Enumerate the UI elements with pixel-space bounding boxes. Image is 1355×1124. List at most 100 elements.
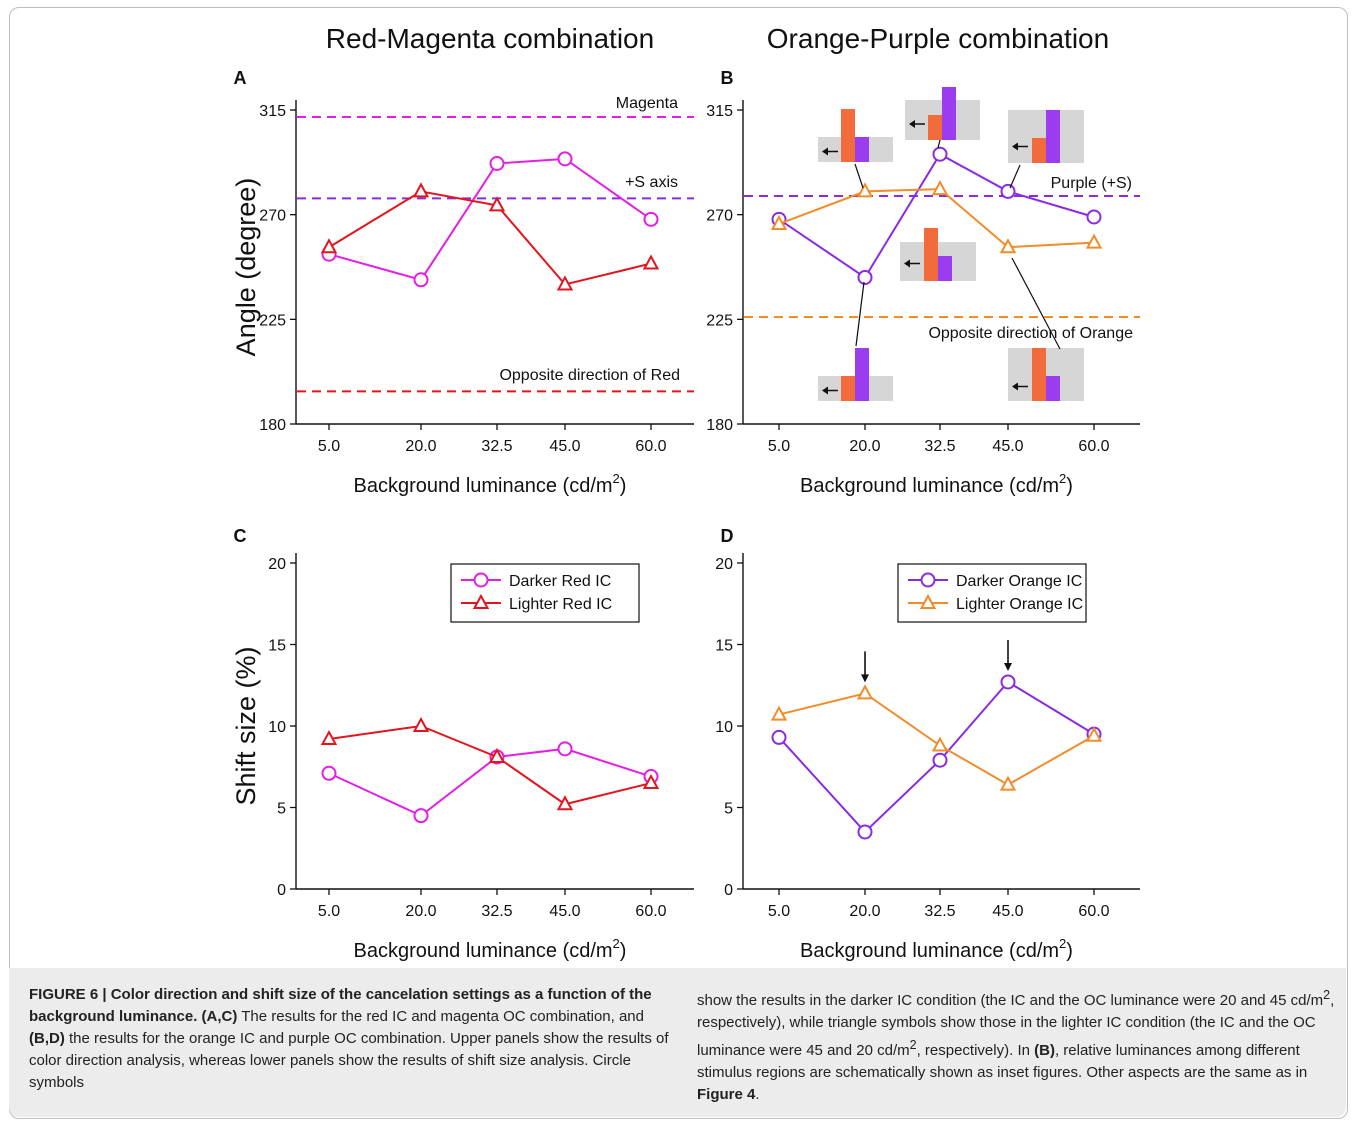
down-arrow-head: [1004, 662, 1012, 671]
caption-left-column: FIGURE 6 | Color direction and shift siz…: [29, 984, 669, 1094]
triangle-marker: [642, 773, 660, 790]
circle-marker: [321, 765, 337, 781]
y-tick-label: 5: [277, 801, 286, 818]
panel-letter: A: [234, 68, 247, 88]
caption-text-part: the results for the orange IC and purple…: [29, 1030, 669, 1091]
x-tick-label: 32.5: [924, 438, 955, 455]
triangle-marker: [320, 238, 338, 254]
x-axis-label: Background luminance (cd/m2): [354, 936, 627, 962]
circle-marker: [771, 729, 787, 745]
panel-B: B 180 225 270 315 5.0 20.0 32.5 45.0 60.0 Backgrou…: [706, 68, 1140, 497]
circle-marker: [857, 824, 873, 840]
y-tick-label: 270: [259, 208, 286, 225]
triangle-marker: [642, 254, 660, 270]
figure-canvas: Red-Magenta combination Orange-Purple com…: [231, 23, 1140, 962]
caption-text-part: 2: [909, 1038, 917, 1052]
caption-text-part: 2: [1323, 988, 1331, 1002]
luminance-inset: [1008, 348, 1084, 401]
inset-bar-orange: [928, 115, 942, 140]
caption-text-part: , respectively), while triangle symbols …: [697, 992, 1335, 1059]
circle-marker: [1000, 183, 1016, 199]
inset-arrow-head: [904, 259, 910, 268]
y-tick-label: 0: [277, 882, 286, 899]
caption-text-part: (B,D): [29, 1030, 65, 1047]
x-tick-label: 20.0: [405, 438, 436, 455]
panel-letter: B: [721, 68, 734, 88]
x-tick-label: 5.0: [768, 438, 790, 455]
y-tick-label: 20: [268, 556, 286, 573]
inset-connector: [854, 163, 864, 189]
y-tick-label: 5: [724, 801, 733, 818]
ref-label-magenta: Magenta: [616, 95, 678, 112]
circle-marker: [557, 151, 573, 167]
caption-text-part: FIGURE 6 | Color direction and shift siz…: [29, 986, 652, 1025]
triangle-marker: [488, 196, 506, 212]
legend-triangle: [472, 593, 490, 609]
inset-bar-orange: [1032, 138, 1046, 163]
circle-marker: [1086, 209, 1102, 225]
inset-bar-purple: [1046, 376, 1060, 401]
circle-marker: [413, 808, 429, 824]
panel-D: D 0 5 10 15 20 5.0 20.0 32.5 45.0 60.0 Background l…: [715, 526, 1140, 962]
panel-letter: D: [721, 526, 734, 546]
caption-text-part: , respectively). In: [916, 1042, 1035, 1059]
inset-bar-purple: [942, 87, 956, 140]
luminance-inset: [1008, 110, 1084, 163]
x-tick-label: 60.0: [1078, 903, 1109, 920]
triangle-marker: [556, 275, 574, 291]
legend-label: Darker Orange IC: [956, 573, 1082, 590]
x-axis-label: Background luminance (cd/m2): [800, 471, 1073, 497]
inset-bar-purple: [1046, 110, 1060, 163]
legend-triangle: [919, 593, 937, 609]
x-tick-label: 60.0: [1078, 438, 1109, 455]
inset-bar-purple: [855, 137, 869, 162]
inset-arrow-head: [1012, 382, 1018, 391]
x-tick-label: 45.0: [549, 438, 580, 455]
y-tick-label: 10: [268, 719, 286, 736]
circle-marker: [857, 269, 873, 285]
triangle-marker: [770, 705, 788, 721]
ref-label-purple-s: Purple (+S): [1051, 175, 1132, 192]
x-axis-label: Background luminance (cd/m2): [800, 936, 1073, 962]
y-tick-label: 10: [715, 719, 733, 736]
y-tick-label: 180: [259, 417, 286, 434]
inset-bar-orange: [841, 376, 855, 401]
triangle-marker: [320, 729, 338, 746]
luminance-inset: [818, 109, 893, 162]
y-tick-label: 315: [706, 103, 733, 120]
triangle-marker: [856, 684, 874, 700]
legend-label: Lighter Orange IC: [956, 596, 1083, 613]
series-line: [328, 157, 652, 281]
circle-marker: [489, 155, 505, 171]
inset-arrow-head: [1012, 142, 1018, 151]
ref-label-opposite-orange: Opposite direction of Orange: [928, 325, 1133, 342]
triangle-marker: [770, 214, 788, 230]
triangle-marker: [1085, 726, 1103, 742]
triangle-marker: [488, 747, 506, 763]
luminance-inset: [900, 228, 976, 281]
caption-text-part: Figure 4: [697, 1086, 756, 1103]
x-tick-label: 32.5: [481, 903, 512, 920]
caption-text-part: show the results in the darker IC condit…: [697, 992, 1324, 1009]
triangle-marker: [412, 182, 430, 198]
inset-connector: [1011, 257, 1061, 350]
x-tick-label: 5.0: [768, 903, 790, 920]
x-tick-label: 5.0: [318, 438, 340, 455]
luminance-inset: [905, 87, 980, 140]
triangle-marker: [931, 179, 949, 196]
caption-box: FIGURE 6 | Color direction and shift siz…: [9, 968, 1346, 1117]
down-arrow-head: [861, 674, 869, 683]
triangle-marker: [999, 238, 1017, 254]
panel-A: A 180 225 270 315 5.0 20.0 32.5 45.0 60.0 Backgrou…: [231, 68, 694, 497]
legend-label: Darker Red IC: [509, 573, 611, 590]
circle-marker: [1000, 674, 1016, 690]
x-tick-label: 32.5: [481, 438, 512, 455]
inset-connector: [937, 139, 941, 149]
inset-bar-purple: [938, 256, 952, 281]
circle-marker: [932, 752, 948, 768]
triangle-marker: [856, 182, 874, 198]
circle-marker: [932, 146, 948, 162]
caption-text-part: , relative luminances among different st…: [697, 1042, 1308, 1081]
series-line: [328, 190, 652, 286]
y-tick-label: 270: [706, 208, 733, 225]
